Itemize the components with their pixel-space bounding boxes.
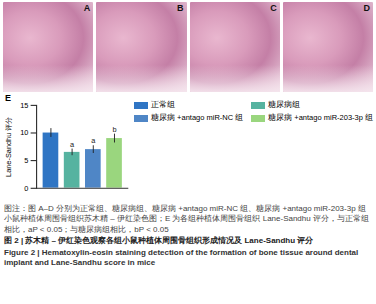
html-text:C: C <box>270 3 277 13</box>
html-text:糖尿病 +antago miR-203-3p 组: 糖尿病 +antago miR-203-3p 组 <box>268 113 373 122</box>
svg-text:Lane-Sandhu 评分: Lane-Sandhu 评分 <box>4 117 13 177</box>
html-text:正常组: 正常组 <box>151 100 175 109</box>
svg-text:10: 10 <box>20 128 28 137</box>
html-text:D: D <box>363 3 370 13</box>
html-text:B: B <box>177 3 184 13</box>
html-text:图 2 | 苏木精 – 伊红染色观察各组小鼠种植体周围骨组织: 图 2 | 苏木精 – 伊红染色观察各组小鼠种植体周围骨组织形成情况及 Lane… <box>4 236 314 246</box>
svg-text:a: a <box>91 136 96 145</box>
svg-text:15: 15 <box>20 101 28 110</box>
html-text:E: E <box>5 93 11 103</box>
html-text:A: A <box>83 3 91 13</box>
html-text:糖尿病组: 糖尿病组 <box>268 100 301 109</box>
html-text:糖尿病 +antago miR-NC 组: 糖尿病 +antago miR-NC 组 <box>151 113 244 122</box>
svg-text:5: 5 <box>24 156 28 165</box>
svg-text:a: a <box>70 140 75 149</box>
html-text:图注：图 A–D 分别为正常组、糖尿病组、糖尿病 +anta: 图注：图 A–D 分别为正常组、糖尿病组、糖尿病 +antago miR-NC … <box>4 204 369 234</box>
svg-text:b: b <box>112 125 116 134</box>
svg-text:0: 0 <box>24 184 28 193</box>
html-text:Figure 2 | Hematoxylin-eosin s: Figure 2 | Hematoxylin-eosin staining de… <box>4 247 359 267</box>
